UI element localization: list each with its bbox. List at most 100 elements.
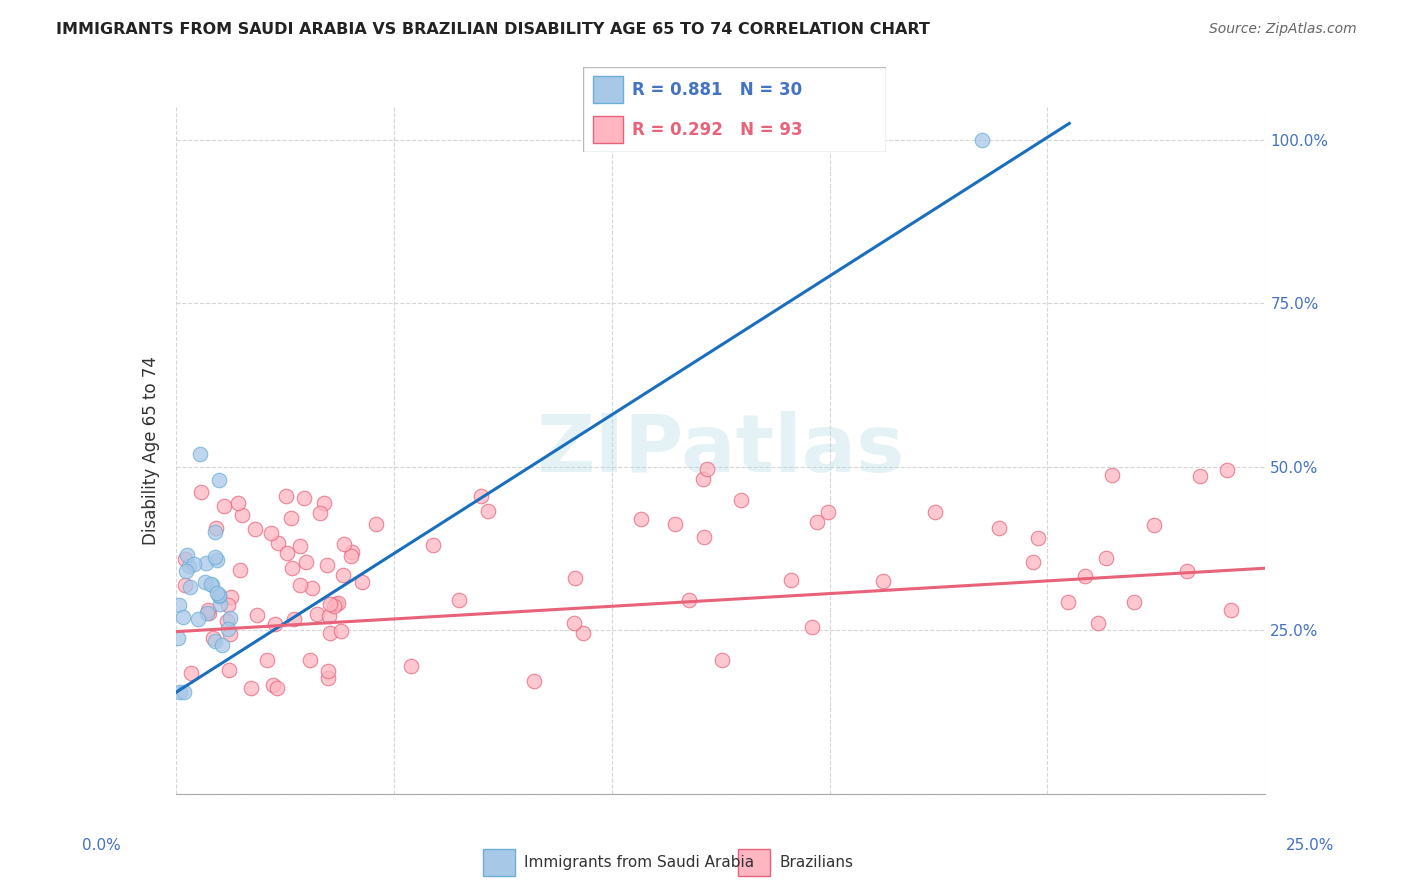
Point: [630, 511, 652, 525]
Point: [695, 462, 717, 476]
Point: [366, 516, 388, 531]
Point: [266, 681, 288, 695]
Point: [1074, 569, 1097, 583]
Point: [292, 491, 315, 506]
Point: [326, 596, 349, 610]
Point: [332, 568, 354, 582]
Point: [263, 617, 285, 632]
Point: [204, 525, 226, 540]
Point: [422, 538, 444, 552]
Text: IMMIGRANTS FROM SAUDI ARABIA VS BRAZILIAN DISABILITY AGE 65 TO 74 CORRELATION CH: IMMIGRANTS FROM SAUDI ARABIA VS BRAZILIA…: [56, 22, 931, 37]
Point: [217, 598, 239, 612]
Point: [283, 612, 305, 626]
Point: [217, 615, 239, 629]
Point: [319, 597, 342, 611]
Point: [801, 620, 824, 634]
Point: [316, 664, 339, 678]
Point: [201, 578, 224, 592]
Point: [806, 516, 828, 530]
Point: [208, 473, 231, 487]
Point: [301, 581, 323, 595]
Point: [169, 685, 191, 699]
Point: [188, 447, 211, 461]
Text: Source: ZipAtlas.com: Source: ZipAtlas.com: [1209, 22, 1357, 37]
Point: [924, 505, 946, 519]
Point: [664, 517, 686, 532]
Point: [1177, 564, 1199, 578]
Point: [316, 558, 339, 572]
Text: R = 0.292   N = 93: R = 0.292 N = 93: [631, 120, 803, 138]
Point: [217, 622, 239, 636]
Point: [187, 612, 209, 626]
Point: [1087, 616, 1109, 631]
Point: [172, 609, 194, 624]
Text: 25.0%: 25.0%: [1286, 838, 1334, 853]
Point: [246, 608, 269, 623]
Text: 0.0%: 0.0%: [82, 838, 121, 853]
Point: [1189, 469, 1212, 483]
Bar: [592, 116, 623, 143]
Point: [1021, 555, 1043, 569]
Point: [1101, 468, 1123, 483]
Point: [1216, 463, 1239, 477]
Point: [174, 552, 197, 566]
Point: [1057, 594, 1080, 608]
Point: [179, 580, 201, 594]
Bar: [592, 76, 623, 103]
Point: [693, 530, 716, 544]
Point: [333, 537, 356, 551]
Point: [970, 133, 993, 147]
Point: [329, 624, 352, 639]
Point: [208, 589, 231, 603]
Point: [780, 573, 803, 587]
Point: [562, 616, 585, 631]
Point: [447, 592, 470, 607]
Text: R = 0.881   N = 30: R = 0.881 N = 30: [631, 81, 801, 99]
Point: [201, 631, 224, 645]
Point: [240, 681, 263, 695]
Point: [523, 673, 546, 688]
Text: ZIPatlas: ZIPatlas: [537, 411, 904, 490]
Point: [1220, 603, 1243, 617]
Y-axis label: Disability Age 65 to 74: Disability Age 65 to 74: [142, 356, 160, 545]
Point: [208, 597, 231, 611]
Point: [197, 603, 219, 617]
Point: [167, 598, 190, 612]
Point: [276, 546, 298, 560]
Point: [988, 521, 1011, 535]
Point: [352, 574, 374, 589]
Point: [205, 553, 228, 567]
Point: [218, 663, 240, 677]
Point: [280, 510, 302, 524]
Bar: [482, 849, 515, 876]
Bar: [738, 849, 770, 876]
Point: [219, 627, 242, 641]
Point: [198, 606, 221, 620]
Text: Brazilians: Brazilians: [780, 855, 853, 870]
Point: [298, 653, 321, 667]
Point: [194, 556, 217, 570]
Point: [399, 659, 422, 673]
Point: [470, 489, 492, 503]
Point: [692, 472, 714, 486]
Point: [204, 521, 226, 535]
Point: [176, 548, 198, 562]
Point: [194, 574, 217, 589]
Text: Immigrants from Saudi Arabia: Immigrants from Saudi Arabia: [524, 855, 755, 870]
Point: [730, 493, 752, 508]
Point: [572, 625, 595, 640]
Point: [1095, 551, 1118, 566]
Point: [274, 489, 297, 503]
Point: [174, 564, 197, 578]
Point: [267, 536, 290, 550]
Point: [200, 577, 222, 591]
Point: [477, 504, 499, 518]
Point: [243, 522, 266, 536]
Point: [307, 607, 329, 621]
Point: [564, 571, 586, 585]
Point: [312, 496, 335, 510]
Point: [231, 508, 253, 522]
Point: [325, 597, 347, 611]
Point: [1026, 531, 1049, 545]
Point: [318, 608, 340, 623]
